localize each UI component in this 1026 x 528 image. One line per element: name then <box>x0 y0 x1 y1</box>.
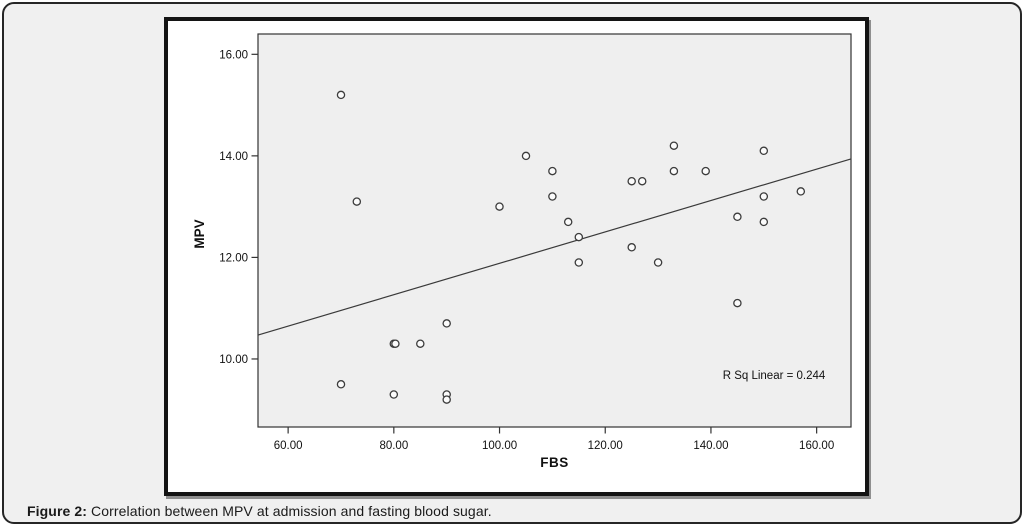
data-point <box>759 217 769 227</box>
data-point <box>521 151 531 161</box>
data-point <box>336 380 346 389</box>
x-tick-label: 100.00 <box>482 440 517 452</box>
data-point <box>495 202 504 211</box>
data-point <box>548 192 557 201</box>
data-point <box>669 141 679 150</box>
y-tick-label: 14.00 <box>219 151 248 163</box>
data-point <box>733 298 742 308</box>
data-point <box>416 339 425 348</box>
x-axis-title: FBS <box>540 455 569 470</box>
data-point <box>442 319 451 328</box>
data-point <box>391 339 400 348</box>
y-tick-label: 12.00 <box>219 252 248 264</box>
data-point <box>733 212 742 222</box>
data-point <box>336 90 346 100</box>
y-tick-label: 16.00 <box>219 49 248 61</box>
caption-label: Figure 2: <box>27 503 88 519</box>
y-tick-label: 10.00 <box>219 354 248 366</box>
x-tick-label: 60.00 <box>274 440 303 452</box>
data-point <box>796 187 806 196</box>
data-point <box>627 243 636 252</box>
rsq-annotation: R Sq Linear = 0.244 <box>723 370 826 382</box>
data-point <box>548 166 557 176</box>
data-point <box>627 176 636 186</box>
data-point <box>352 197 362 206</box>
data-point <box>563 217 573 227</box>
data-point <box>701 166 710 176</box>
scatter-chart: 10.00 12.00 14.00 16.00 60.00 80.00 100.00 120.… <box>192 33 852 470</box>
data-point <box>389 390 399 399</box>
figure-caption: Figure 2: Correlation between MPV at adm… <box>27 503 1007 519</box>
data-point <box>669 166 679 176</box>
data-point <box>759 146 769 156</box>
data-point <box>442 395 451 404</box>
x-tick-label: 80.00 <box>379 440 408 452</box>
data-point <box>759 192 769 201</box>
data-point <box>653 258 663 267</box>
x-tick-label: 140.00 <box>693 440 728 452</box>
data-point <box>637 176 647 186</box>
plot-area <box>257 33 852 428</box>
fit-line <box>257 158 852 336</box>
data-point <box>574 258 584 267</box>
data-point <box>574 232 584 242</box>
x-tick-label: 160.00 <box>799 440 834 452</box>
chart-frame: 10.00 12.00 14.00 16.00 60.00 80.00 100.00 120.… <box>164 17 869 496</box>
caption-text: Correlation between MPV at admission and… <box>87 503 492 519</box>
x-tick-label: 120.00 <box>588 440 623 452</box>
y-axis-title: MPV <box>192 219 207 248</box>
